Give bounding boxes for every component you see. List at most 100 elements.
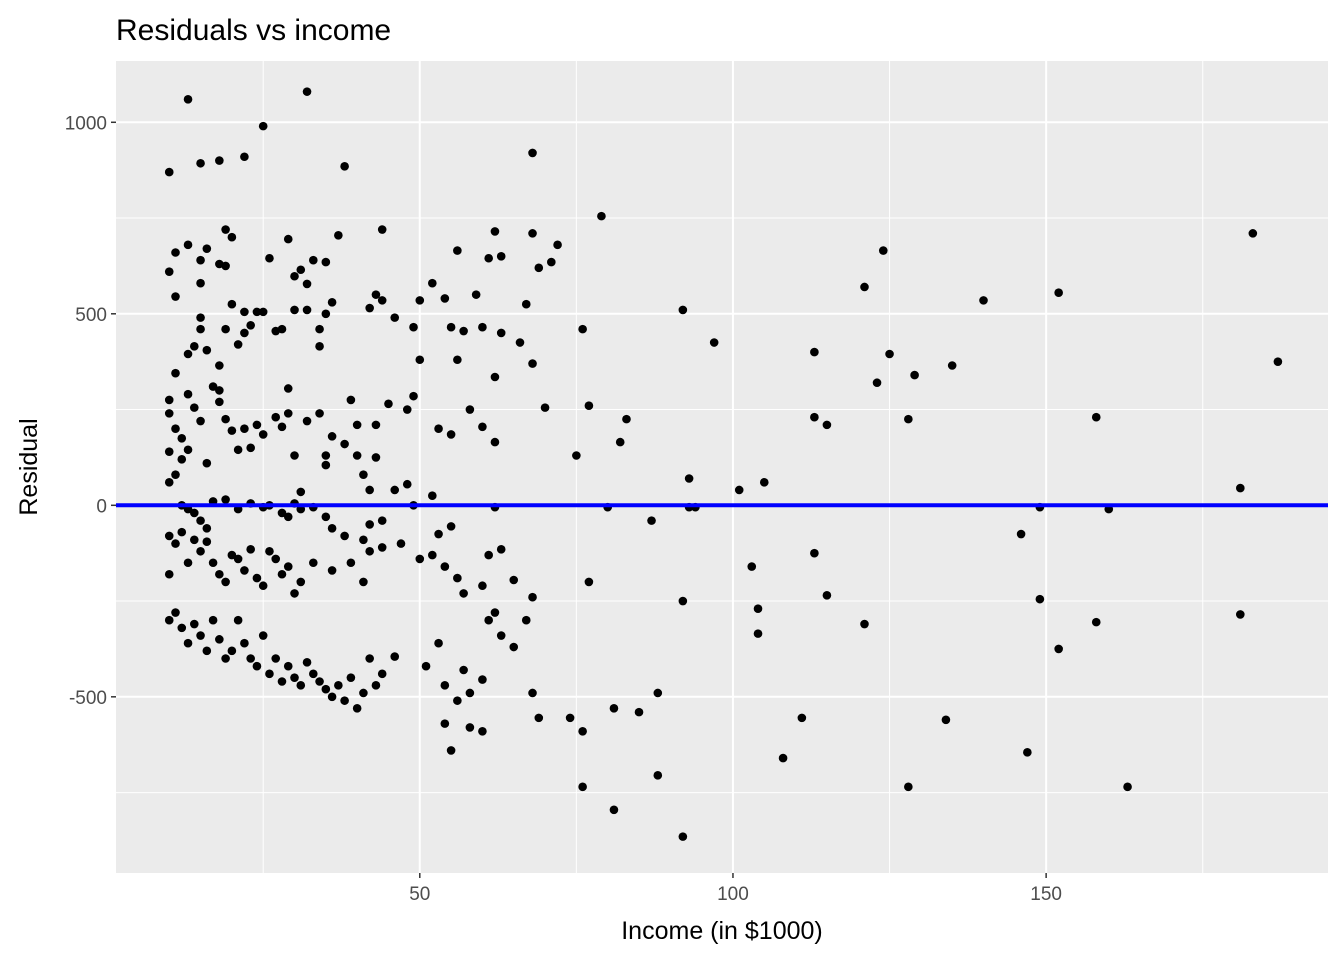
data-point	[277, 508, 287, 518]
data-point	[246, 654, 255, 663]
data-point	[327, 432, 337, 441]
data-point	[860, 282, 869, 292]
data-point	[334, 681, 343, 690]
data-point	[221, 225, 230, 234]
data-point	[490, 437, 500, 447]
data-point	[1054, 288, 1063, 298]
data-point	[171, 368, 180, 378]
data-point	[309, 558, 318, 568]
data-point	[196, 546, 205, 556]
data-point	[478, 581, 487, 591]
data-point	[271, 654, 281, 663]
data-point	[183, 389, 193, 399]
data-point	[302, 658, 312, 667]
data-point	[189, 619, 199, 629]
data-point	[183, 95, 193, 104]
data-point	[265, 546, 274, 556]
data-point	[371, 290, 381, 299]
y-tick-label: 0	[96, 496, 107, 517]
x-axis: 50 100 150	[409, 873, 1062, 905]
data-point	[747, 562, 757, 571]
data-point	[215, 635, 224, 644]
data-point	[528, 229, 537, 238]
data-point	[265, 253, 274, 263]
data-point	[309, 255, 318, 265]
data-point	[428, 550, 437, 560]
data-point	[446, 746, 456, 755]
data-point	[365, 303, 374, 313]
data-point	[484, 550, 493, 560]
data-point	[296, 681, 306, 690]
data-point	[459, 589, 468, 598]
data-point	[459, 665, 468, 675]
data-point	[609, 805, 619, 815]
data-point	[189, 342, 199, 351]
data-point	[202, 537, 212, 546]
data-point	[872, 378, 882, 388]
data-point	[283, 234, 293, 244]
data-point	[647, 516, 656, 525]
data-point	[164, 409, 174, 418]
data-point	[290, 451, 299, 460]
data-point	[240, 424, 249, 433]
data-point	[290, 589, 299, 598]
data-point	[402, 405, 412, 414]
data-point	[471, 290, 481, 299]
data-point	[359, 577, 368, 587]
data-point	[446, 522, 456, 531]
data-point	[283, 661, 293, 671]
data-point	[202, 523, 212, 533]
data-point	[202, 345, 212, 355]
data-point	[428, 491, 437, 501]
data-point	[321, 451, 331, 460]
data-point	[352, 451, 362, 460]
data-point	[428, 278, 437, 288]
data-point	[478, 322, 487, 332]
data-point	[547, 257, 556, 267]
data-point	[553, 240, 562, 250]
data-point	[496, 252, 506, 261]
x-axis-title: Income (in $1000)	[621, 917, 823, 945]
data-point	[634, 707, 644, 717]
data-point	[346, 558, 356, 568]
data-point	[860, 619, 869, 629]
data-point	[196, 416, 205, 426]
data-point	[753, 629, 763, 638]
data-point	[221, 577, 230, 587]
data-point	[584, 577, 594, 587]
data-point	[810, 548, 819, 558]
data-point	[233, 615, 243, 625]
data-point	[171, 539, 180, 548]
data-point	[1248, 229, 1258, 238]
data-point	[183, 445, 193, 455]
data-point	[315, 409, 324, 418]
data-point	[597, 211, 606, 221]
data-point	[797, 713, 807, 723]
data-point	[352, 420, 362, 430]
data-point	[171, 470, 180, 479]
data-point	[309, 669, 318, 679]
data-point	[321, 309, 331, 319]
data-point	[1273, 357, 1283, 366]
data-point	[1054, 644, 1063, 654]
data-point	[277, 569, 287, 579]
data-point	[346, 395, 356, 405]
data-point	[615, 437, 625, 447]
data-point	[164, 531, 174, 541]
data-point	[177, 455, 187, 464]
data-point	[164, 167, 174, 177]
data-point	[822, 591, 832, 600]
data-point	[1091, 412, 1101, 422]
data-point	[365, 485, 374, 495]
data-point	[753, 604, 763, 614]
data-point	[246, 545, 255, 554]
data-point	[321, 257, 331, 267]
data-point	[941, 715, 951, 725]
data-point	[171, 292, 180, 301]
data-points	[164, 87, 1283, 841]
data-point	[521, 299, 531, 309]
data-point	[334, 230, 343, 240]
data-point	[315, 677, 324, 686]
data-point	[453, 355, 462, 365]
data-point	[509, 575, 519, 585]
